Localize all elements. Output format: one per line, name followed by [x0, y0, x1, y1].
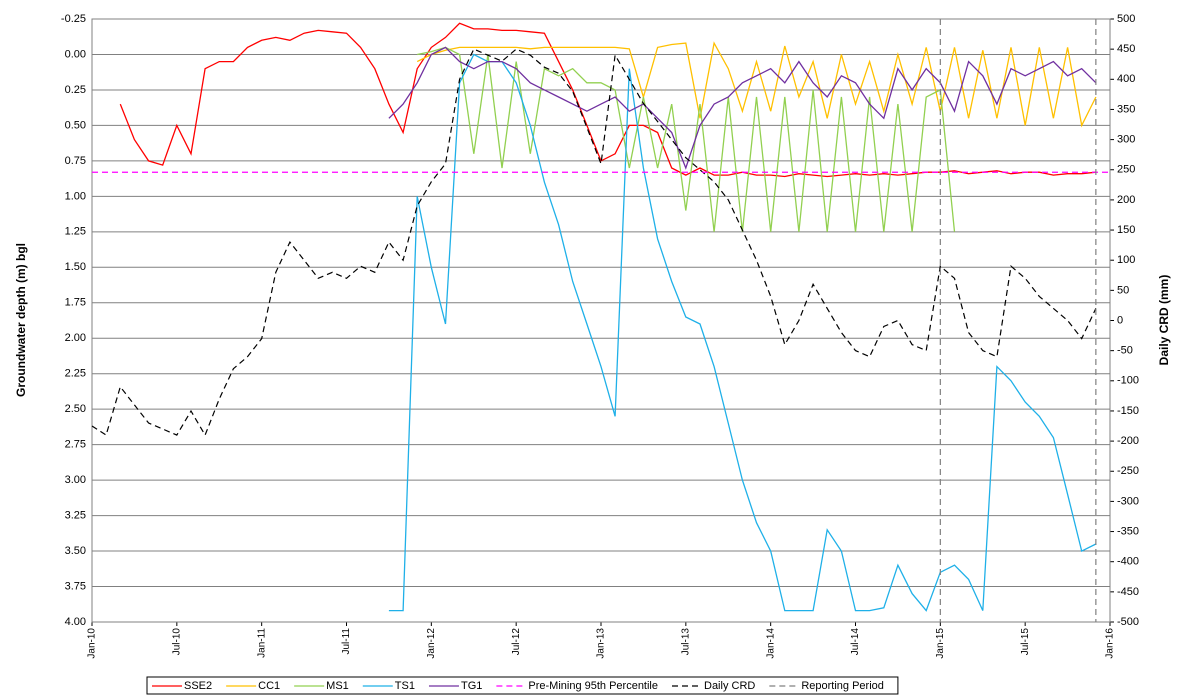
y2-tick-label: -50 [1117, 345, 1133, 357]
x-tick-label: Jan-11 [256, 628, 267, 658]
y-tick-label: 2.25 [65, 368, 86, 380]
legend [146, 676, 899, 695]
series-line [388, 46, 1097, 170]
x-tick-label: Jul-13 [680, 628, 691, 656]
legend-label: SSE2 [184, 680, 212, 692]
x-tick-label: Jan-13 [596, 628, 607, 659]
y-tick-label: 3.00 [65, 474, 86, 486]
y-tick-label: 1.75 [65, 297, 86, 309]
legend-label: CC1 [258, 680, 280, 692]
y-tick-label: 0.25 [65, 84, 86, 96]
y2-tick-label: -350 [1117, 525, 1139, 537]
y2-tick-label: 150 [1117, 224, 1135, 236]
y2-tick-label: 200 [1117, 194, 1135, 206]
y-tick-label: 0.00 [65, 48, 86, 60]
legend-label: Reporting Period [801, 680, 884, 692]
y2-tick-label: 450 [1117, 43, 1135, 55]
series-line [91, 48, 1097, 437]
y-axis-title: Groundwater depth (m) bgl [14, 243, 28, 397]
y-tick-label: 1.25 [65, 226, 86, 238]
y2-tick-label: -450 [1117, 586, 1139, 598]
y-tick-label: 1.00 [65, 190, 86, 202]
y2-tick-label: -250 [1117, 465, 1139, 477]
y-tick-label: 2.00 [65, 332, 86, 344]
x-tick-label: Jul-11 [341, 628, 352, 655]
series-line [388, 53, 1097, 612]
legend-label: Pre-Mining 95th Percentile [528, 680, 658, 692]
x-tick-label: Jan-15 [935, 628, 946, 659]
y2-tick-label: 350 [1117, 103, 1135, 115]
x-tick-label: Jan-12 [426, 628, 437, 659]
series-line [417, 46, 956, 232]
y2-tick-label: 50 [1117, 284, 1129, 296]
x-tick-label: Jul-12 [511, 628, 522, 656]
x-tick-label: Jan-16 [1105, 628, 1116, 659]
y2-tick-label: -400 [1117, 556, 1139, 568]
plot-frame [91, 18, 1111, 623]
y2-tick-label: -300 [1117, 495, 1139, 507]
x-tick-label: Jan-10 [87, 628, 98, 659]
legend-label: TG1 [461, 680, 482, 692]
x-tick-label: Jul-10 [171, 628, 182, 656]
y-tick-label: 0.50 [65, 119, 86, 131]
y-tick-label: 1.50 [65, 261, 86, 273]
y-tick-label: 2.75 [65, 439, 86, 451]
y-tick-label: 3.25 [65, 509, 86, 521]
legend-label: Daily CRD [704, 680, 755, 692]
y-tick-label: 4.00 [65, 616, 86, 628]
x-tick-label: Jul-14 [850, 628, 861, 656]
y2-tick-label: -150 [1117, 405, 1139, 417]
x-tick-label: Jan-14 [765, 628, 776, 659]
legend-label: TS1 [395, 680, 415, 692]
y-tick-label: 2.50 [65, 403, 86, 415]
y-tick-label: 0.75 [65, 155, 86, 167]
y2-tick-label: 300 [1117, 134, 1135, 146]
y2-tick-label: 500 [1117, 13, 1135, 25]
series-line [416, 41, 1097, 128]
y2-axis-title: Daily CRD (mm) [1157, 275, 1171, 366]
y2-tick-label: -100 [1117, 375, 1139, 387]
y2-tick-label: 400 [1117, 73, 1135, 85]
y2-tick-label: -500 [1117, 616, 1139, 628]
y-tick-label: -0.25 [61, 13, 86, 25]
y2-tick-label: 250 [1117, 164, 1135, 176]
x-tick-label: Jul-15 [1020, 628, 1031, 656]
legend-label: MS1 [326, 680, 349, 692]
y2-tick-label: 100 [1117, 254, 1135, 266]
y2-tick-label: -200 [1117, 435, 1139, 447]
y-tick-label: 3.75 [65, 580, 86, 592]
y2-tick-label: 0 [1117, 314, 1123, 326]
y-tick-label: 3.50 [65, 545, 86, 557]
